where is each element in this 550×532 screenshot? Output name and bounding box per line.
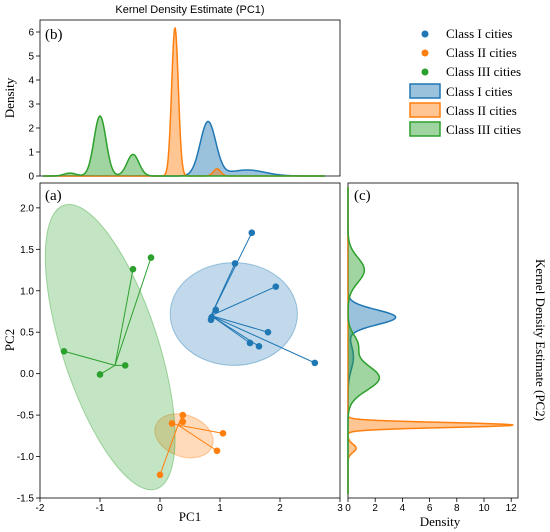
- point-class1: [255, 343, 263, 350]
- kde-pc2-xlabel: Density: [420, 514, 461, 529]
- centroid-link-class1: [210, 315, 316, 364]
- x-tick-label: -1: [96, 503, 105, 514]
- centroid-link-class1: [210, 286, 277, 317]
- kde-pc1-ylabel: Density: [2, 77, 17, 118]
- scatter-plot-frame: [39, 182, 341, 499]
- centroid-link-class2: [177, 424, 224, 434]
- point-class3: [147, 254, 155, 261]
- kde-pc2-x-tick-label: 2: [372, 503, 378, 514]
- point-class1: [207, 316, 215, 324]
- kde-pc1-area-class3: [43, 116, 325, 176]
- y-tick-label: -0.5: [17, 411, 35, 422]
- legend-area-class1: Class I cities: [446, 84, 512, 99]
- kde-pc2-line-class2: [347, 187, 514, 494]
- kde-pc2-x-tick-label: 10: [478, 503, 490, 514]
- point-class3: [129, 265, 137, 273]
- kde-pc1-line-class2: [43, 27, 325, 177]
- panel-label-b: (b): [45, 27, 63, 43]
- point-class1: [246, 339, 254, 347]
- kde-pc2-area-class2: [348, 187, 514, 494]
- scatter-plot: -2 -1 0 1 2 3 -1.5 -1.0 -0.5 0.0 0.5 1.0 1.5 2.0: [17, 203, 343, 514]
- y-tick-label: 2.0: [20, 203, 34, 214]
- point-class1: [264, 328, 272, 336]
- y-tick-label: 0.5: [20, 328, 34, 339]
- kde-pc1-y-tick-label: 1: [28, 148, 34, 159]
- point-class1: [212, 306, 220, 314]
- kde-pc2-x-tick-label: 4: [400, 503, 406, 514]
- centroid-link-class1: [210, 315, 269, 333]
- point-class1: [231, 260, 239, 267]
- kde-pc2-side-title: Kernel Density Estimate (PC2): [533, 259, 548, 421]
- legend-marker-class2: [421, 49, 429, 57]
- legend-points-class3: Class III cities: [446, 64, 521, 79]
- y-tick-label: 1.0: [20, 286, 34, 297]
- kde-pc1-title: Kernel Density Estimate (PC1): [115, 4, 264, 16]
- x-tick-label: 3: [337, 503, 343, 514]
- x-tick-label: 1: [217, 503, 223, 514]
- kde-pc2-frame: [347, 182, 519, 499]
- kde-pc2-x-tick-label: 12: [506, 503, 518, 514]
- legend-patch-class3: [409, 121, 441, 137]
- legend-patch-class2: [409, 102, 441, 118]
- kde-pc2-x-tick-label: 0: [345, 503, 351, 514]
- confidence-ellipse-class1: [169, 262, 298, 366]
- legend: Class I cities Class II cities Class III…: [409, 26, 521, 137]
- centroid-link-class2: [177, 424, 218, 452]
- kde-pc1-y-tick-label: 2: [28, 124, 34, 135]
- x-tick-label: 0: [157, 503, 163, 514]
- centroid-link-class3: [114, 257, 152, 366]
- point-class1: [311, 359, 319, 367]
- point-class3: [60, 347, 68, 355]
- kde-pc2-line-class3: [347, 187, 381, 494]
- point-class1: [248, 229, 256, 237]
- kde-pc1-line-class1: [43, 120, 325, 177]
- legend-patch-class1: [409, 83, 441, 99]
- kde-pc2-area-class3: [348, 187, 380, 494]
- kde-pc2-x-tick-label: 6: [427, 503, 433, 514]
- panel-label-a: (a): [45, 188, 62, 204]
- point-class1: [272, 283, 280, 290]
- kde-pc1-y-tick-label: 3: [28, 100, 34, 111]
- point-class2: [179, 418, 187, 426]
- point-class2: [213, 447, 221, 455]
- panel-label-c: (c): [354, 188, 371, 204]
- kde-pc1-frame: [39, 19, 341, 177]
- y-tick-label: 0.0: [20, 369, 34, 380]
- legend-area-class2: Class II cities: [446, 103, 517, 118]
- point-class2: [168, 420, 176, 427]
- centroid-link-class3: [114, 269, 134, 366]
- legend-marker-class1: [421, 30, 429, 38]
- point-class3: [96, 371, 104, 378]
- point-class2: [156, 471, 164, 479]
- legend-marker-class3: [421, 68, 429, 76]
- point-class3: [121, 362, 129, 369]
- centroid-link-class3: [63, 350, 116, 366]
- kde-pc1-plot: 0 1 2 3 4 5 6: [28, 27, 325, 183]
- legend-points-class1: Class I cities: [446, 26, 512, 41]
- kde-pc1-y-tick-label: 5: [28, 52, 34, 63]
- confidence-ellipse-class3: [44, 203, 176, 491]
- x-tick-label: -2: [36, 503, 45, 514]
- kde-pc1-y-tick-label: 4: [28, 76, 34, 87]
- kde-pc1-y-tick-label: 0: [28, 172, 34, 183]
- kde-pc1-line-class3: [43, 115, 325, 177]
- x-tick-label: 2: [277, 503, 283, 514]
- point-class2: [179, 411, 187, 419]
- centroid-link-class2: [159, 424, 179, 475]
- kde-pc1-y-tick-label: 6: [28, 28, 34, 39]
- y-tick-label: 1.5: [20, 245, 34, 256]
- kde-pc2-plot: 0 2 4 6 8 10 12: [345, 187, 517, 514]
- kde-pc1-area-class2: [43, 27, 325, 176]
- y-tick-label: -1.0: [17, 452, 35, 463]
- scatter-ylabel: PC2: [2, 329, 17, 351]
- kde-pc1-area-class1: [43, 121, 325, 176]
- point-class2: [219, 430, 227, 437]
- legend-area-class3: Class III cities: [446, 122, 521, 137]
- legend-points-class2: Class II cities: [446, 45, 517, 60]
- y-tick-label: -1.5: [17, 494, 35, 505]
- scatter-xlabel: PC1: [179, 509, 201, 524]
- kde-pc2-x-tick-label: 8: [454, 503, 460, 514]
